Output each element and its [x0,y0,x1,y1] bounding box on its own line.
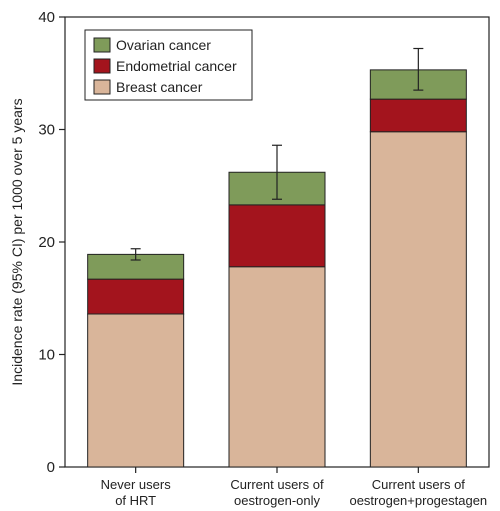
legend: Ovarian cancer Endometrial cancer Breast c… [84,29,253,101]
bar-segment-endometrial-cancer [228,204,326,268]
bar-segment-endometrial-cancer [369,98,467,133]
y-axis: 0 10 20 30 40 [38,9,65,476]
legend-label: Endometrial cancer [116,58,237,74]
y-tick-label: 20 [38,234,55,251]
y-tick-label: 10 [38,347,55,364]
y-axis-title: Incidence rate (95% CI) per 1000 over 5 … [9,98,25,385]
legend-label: Breast cancer [116,79,203,95]
error-bars [130,47,424,261]
x-tick-label: Current users of [372,477,466,492]
bars-layer [87,69,467,468]
legend-swatch [93,37,111,53]
x-tick-label: Current users of [230,477,324,492]
y-tick-label: 30 [38,122,55,139]
x-tick-label: oestrogen+progestagen [349,493,487,508]
y-tick-label: 0 [47,459,55,476]
legend-box [84,29,253,101]
x-tick-label: oestrogen-only [234,493,320,508]
bar-segment-endometrial-cancer [87,278,185,315]
legend-label: Ovarian cancer [116,37,211,53]
bar-segment-breast-cancer [87,313,185,468]
x-tick-label: Never users [101,477,172,492]
x-tick-label: of HRT [115,493,156,508]
y-tick-label: 40 [38,9,55,26]
bar-segment-breast-cancer [369,131,467,468]
legend-swatch [93,79,111,95]
bar-segment-breast-cancer [228,266,326,468]
legend-swatch [93,58,111,74]
